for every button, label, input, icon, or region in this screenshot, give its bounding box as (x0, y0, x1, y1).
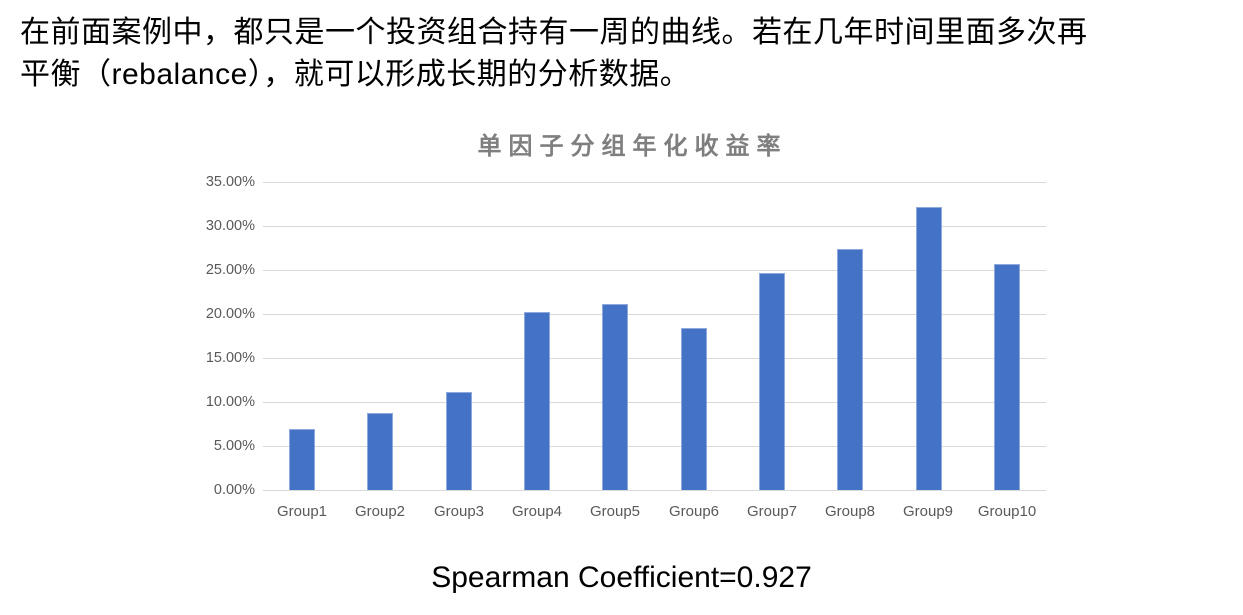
y-tick-label-20.00%: 20.00% (205, 306, 255, 322)
gridline-15.00% (263, 358, 1046, 359)
x-label-group7: Group7 (746, 503, 798, 520)
gridline-0.00% (263, 490, 1046, 491)
bar-group3 (446, 392, 472, 490)
x-label-group1: Group1 (276, 503, 328, 520)
bar-group9 (916, 207, 942, 490)
y-tick-label-25.00%: 25.00% (205, 262, 255, 278)
gridline-5.00% (263, 446, 1046, 447)
y-tick-label-35.00%: 35.00% (205, 174, 255, 190)
gridline-30.00% (263, 226, 1046, 227)
y-tick-label-0.00%: 0.00% (213, 482, 255, 498)
y-tick-label-15.00%: 15.00% (205, 350, 255, 366)
bar-group6 (681, 328, 707, 490)
bar-group1 (289, 429, 315, 490)
y-tick-label-10.00%: 10.00% (205, 394, 255, 410)
x-label-group10: Group10 (977, 503, 1037, 520)
gridline-35.00% (263, 182, 1046, 183)
intro-line-1: 在前面案例中，都只是一个投资组合持有一周的曲线。若在几年时间里面多次再 (20, 16, 1088, 49)
bar-group5 (602, 304, 628, 490)
x-label-group3: Group3 (433, 503, 485, 520)
y-tick-label-30.00%: 30.00% (205, 218, 255, 234)
bar-group4 (524, 312, 550, 490)
x-axis-labels: Group1 Group2 Group3 Group4 Group5 Group6 Grou… (263, 502, 1046, 522)
chart-title: 单因子分组年化收益率 (477, 133, 788, 160)
x-label-group9: Group9 (902, 503, 954, 520)
y-tick-label-5.00%: 5.00% (213, 438, 255, 454)
gridline-25.00% (263, 270, 1046, 271)
x-label-group5: Group5 (589, 503, 641, 520)
x-label-group4: Group4 (511, 503, 563, 520)
x-label-group6: Group6 (668, 503, 720, 520)
intro-line-2: 平衡（rebalance），就可以形成长期的分析数据。 (20, 58, 691, 91)
bar-group10 (994, 264, 1020, 490)
bar-group7 (759, 273, 785, 490)
bar-group2 (367, 413, 393, 490)
intro-text: 在前面案例中，都只是一个投资组合持有一周的曲线。若在几年时间里面多次再 平衡（r… (20, 12, 1235, 96)
bar-group8 (837, 249, 863, 490)
y-axis-labels: 35.00% 30.00% 25.00% 20.00% 15.00% 10.00% 5.00… (150, 174, 255, 498)
plot-area (263, 182, 1046, 491)
gridline-20.00% (263, 314, 1046, 315)
spearman-caption: Spearman Coefficient=0.927 (431, 561, 812, 594)
x-label-group8: Group8 (824, 503, 876, 520)
x-label-group2: Group2 (354, 503, 406, 520)
gridline-10.00% (263, 402, 1046, 403)
